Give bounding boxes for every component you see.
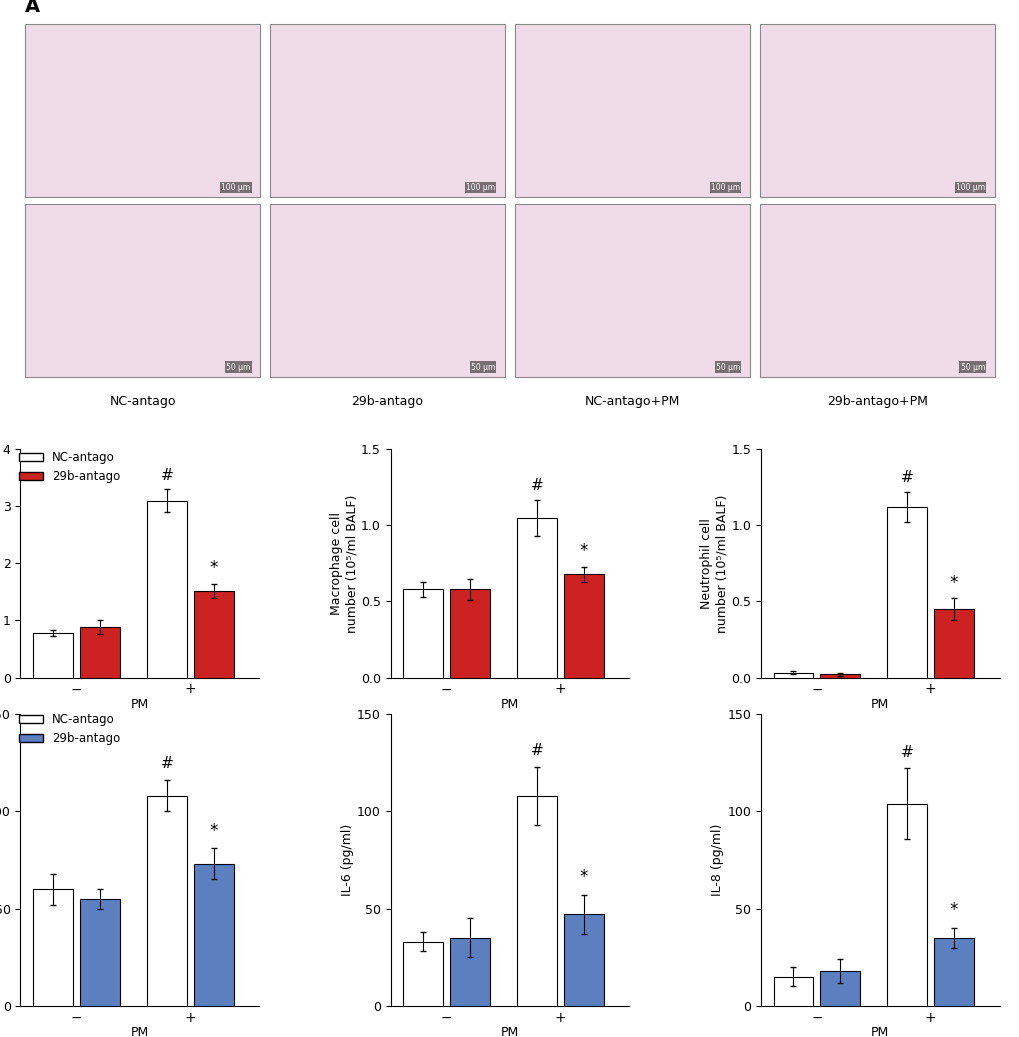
Text: NC-antago+PM: NC-antago+PM	[584, 395, 680, 408]
Y-axis label: IL-6 (pg/ml): IL-6 (pg/ml)	[341, 823, 354, 896]
Bar	[933, 937, 973, 1006]
Bar	[147, 795, 186, 1006]
Y-axis label: Neutrophil cell
number (10⁵/ml BALF): Neutrophil cell number (10⁵/ml BALF)	[700, 495, 728, 633]
Legend: NC-antago, 29b-antago: NC-antago, 29b-antago	[14, 446, 125, 487]
Text: *: *	[949, 573, 958, 592]
Bar	[887, 507, 926, 677]
X-axis label: PM: PM	[500, 698, 519, 710]
Bar	[81, 627, 120, 677]
Text: 50 μm: 50 μm	[471, 363, 495, 371]
Bar	[759, 204, 994, 377]
Bar	[819, 971, 859, 1006]
X-axis label: PM: PM	[130, 1027, 149, 1037]
Text: #: #	[530, 478, 543, 493]
Text: #: #	[900, 470, 913, 485]
Bar	[403, 589, 442, 677]
Bar	[772, 977, 812, 1006]
Bar	[517, 517, 556, 677]
Bar	[515, 24, 749, 197]
Text: 29b-antago+PM: 29b-antago+PM	[826, 395, 926, 408]
Bar	[403, 942, 442, 1006]
Bar	[81, 899, 120, 1006]
Bar	[147, 501, 186, 677]
X-axis label: PM: PM	[130, 698, 149, 710]
Bar	[194, 591, 233, 677]
Text: #: #	[530, 742, 543, 758]
Bar	[34, 633, 73, 677]
Text: #: #	[160, 756, 173, 772]
Bar	[449, 937, 489, 1006]
Text: 100 μm: 100 μm	[710, 183, 740, 192]
Bar	[933, 609, 973, 677]
Bar	[194, 864, 233, 1006]
Bar	[34, 889, 73, 1006]
Y-axis label: Macrophage cell
number (10⁵/ml BALF): Macrophage cell number (10⁵/ml BALF)	[330, 495, 358, 633]
X-axis label: PM: PM	[500, 1027, 519, 1037]
Text: *: *	[949, 901, 958, 919]
Text: 100 μm: 100 μm	[466, 183, 495, 192]
Text: 50 μm: 50 μm	[226, 363, 251, 371]
Text: 100 μm: 100 μm	[955, 183, 984, 192]
Text: #: #	[900, 745, 913, 760]
Text: *: *	[579, 541, 588, 560]
Bar	[517, 795, 556, 1006]
Text: 50 μm: 50 μm	[960, 363, 984, 371]
Bar	[819, 674, 859, 677]
Bar	[515, 204, 749, 377]
Text: 100 μm: 100 μm	[221, 183, 251, 192]
Text: A: A	[25, 0, 41, 17]
Text: *: *	[209, 821, 218, 840]
Text: NC-antago: NC-antago	[109, 395, 176, 408]
Text: 29b-antago: 29b-antago	[352, 395, 423, 408]
X-axis label: PM: PM	[870, 698, 889, 710]
Bar	[449, 589, 489, 677]
Bar	[887, 804, 926, 1006]
X-axis label: PM: PM	[870, 1027, 889, 1037]
Text: 50 μm: 50 μm	[715, 363, 740, 371]
Text: #: #	[160, 468, 173, 482]
Bar	[270, 204, 504, 377]
Bar	[759, 24, 994, 197]
Text: *: *	[579, 868, 588, 887]
Bar	[25, 204, 260, 377]
Bar	[772, 673, 812, 677]
Bar	[25, 24, 260, 197]
Text: *: *	[209, 559, 218, 578]
Bar	[564, 574, 603, 677]
Y-axis label: IL-8 (pg/ml): IL-8 (pg/ml)	[710, 823, 723, 896]
Legend: NC-antago, 29b-antago: NC-antago, 29b-antago	[14, 708, 125, 750]
Bar	[564, 915, 603, 1006]
Bar	[270, 24, 504, 197]
